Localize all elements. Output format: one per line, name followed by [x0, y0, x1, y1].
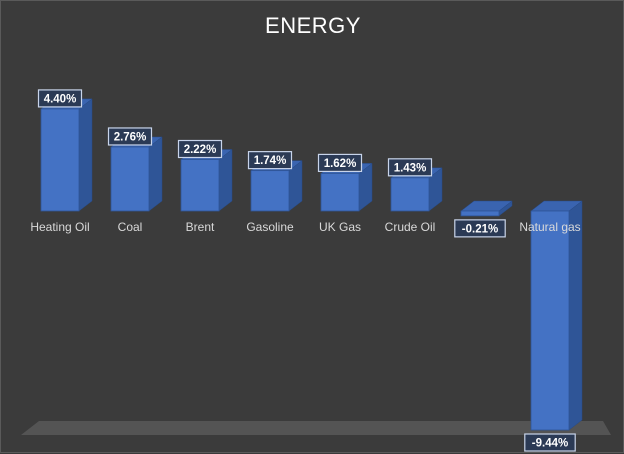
- bar-7: [530, 210, 570, 431]
- bar-4: [320, 173, 360, 212]
- bar-1: [110, 146, 150, 212]
- data-label-box-5: [387, 158, 433, 177]
- data-label-box-3: [247, 151, 293, 170]
- data-label-0: 4.40%: [44, 93, 77, 105]
- data-label-box-4: [317, 153, 363, 173]
- data-label-3: 1.74%: [254, 155, 287, 167]
- bar-3: [250, 170, 290, 212]
- data-label-4: 1.62%: [324, 158, 357, 170]
- data-label-box-6: [454, 219, 506, 238]
- data-label-7: -9.44%: [532, 438, 568, 450]
- data-label-box-7: [524, 433, 576, 452]
- bar-side-2: [218, 148, 233, 212]
- chart-floor: [21, 421, 611, 435]
- data-label-box-2: [177, 139, 223, 159]
- bar-5: [390, 177, 430, 212]
- category-label-4: UK Gas: [319, 220, 361, 234]
- category-label-1: Coal: [118, 220, 143, 234]
- category-label-7: Natural gas: [519, 220, 580, 234]
- data-label-1: 2.76%: [114, 131, 147, 143]
- data-label-5: 1.43%: [394, 162, 427, 174]
- data-label-box-1: [107, 127, 153, 146]
- data-label-2: 2.22%: [184, 144, 217, 156]
- bar-6: [460, 210, 500, 217]
- bar-0: [40, 108, 80, 212]
- data-label-6: -0.21%: [462, 223, 498, 235]
- category-label-3: Gasoline: [246, 220, 294, 234]
- data-label-box-0: [37, 89, 83, 108]
- category-label-5: Crude Oil: [385, 220, 436, 234]
- bar-side-7: [568, 200, 583, 431]
- chart-title: ENERGY: [265, 13, 361, 38]
- category-label-2: Brent: [186, 220, 215, 234]
- bar-side-1: [148, 136, 163, 212]
- bar-2: [180, 159, 220, 212]
- category-label-0: Heating Oil: [30, 220, 89, 234]
- bar-side-0: [78, 98, 93, 212]
